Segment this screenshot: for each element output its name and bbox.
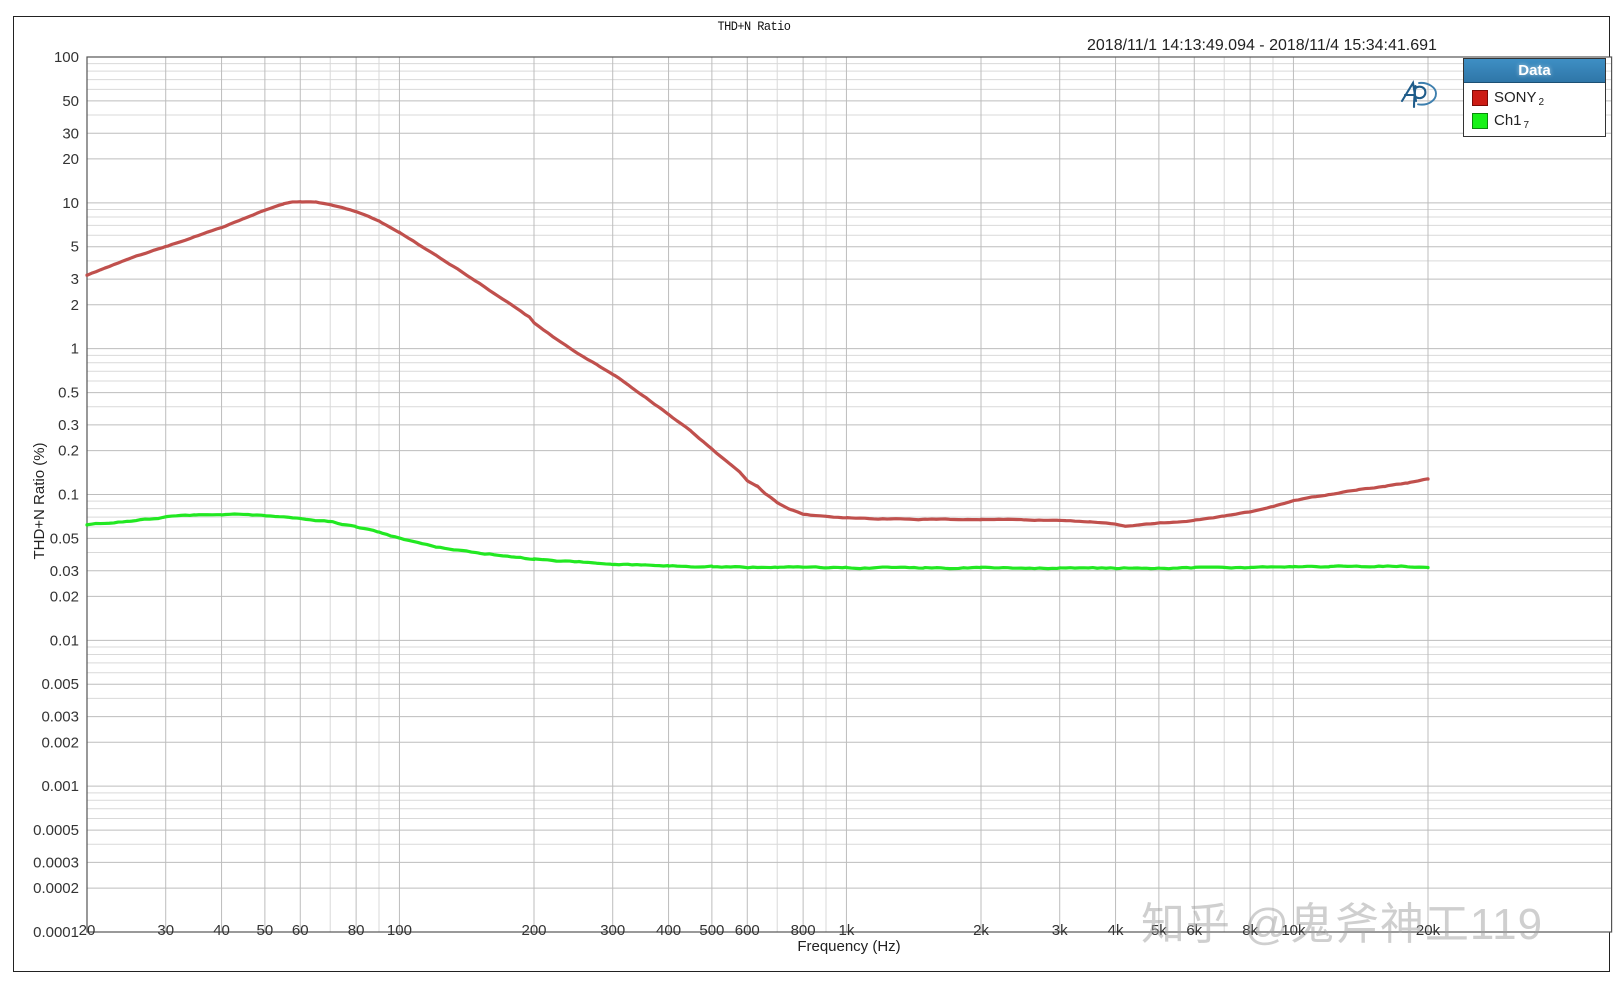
svg-text:200: 200 xyxy=(521,922,546,939)
svg-text:0.001: 0.001 xyxy=(41,778,79,795)
svg-text:1k: 1k xyxy=(839,922,855,939)
svg-text:3k: 3k xyxy=(1052,922,1068,939)
svg-text:0.3: 0.3 xyxy=(58,417,79,434)
svg-text:0.05: 0.05 xyxy=(50,530,79,547)
svg-text:30: 30 xyxy=(157,922,174,939)
svg-text:0.0003: 0.0003 xyxy=(33,854,79,871)
svg-text:0.003: 0.003 xyxy=(41,709,79,726)
svg-text:600: 600 xyxy=(735,922,760,939)
svg-text:3: 3 xyxy=(71,271,79,288)
svg-text:30: 30 xyxy=(62,125,79,142)
svg-text:0.1: 0.1 xyxy=(58,487,79,504)
svg-text:400: 400 xyxy=(656,922,681,939)
svg-text:100: 100 xyxy=(54,49,79,66)
svg-text:2: 2 xyxy=(71,297,79,314)
svg-text:800: 800 xyxy=(791,922,816,939)
svg-text:0.2: 0.2 xyxy=(58,443,79,460)
svg-text:0.01: 0.01 xyxy=(50,632,79,649)
svg-text:40: 40 xyxy=(213,922,230,939)
svg-text:0.002: 0.002 xyxy=(41,734,79,751)
svg-text:0.02: 0.02 xyxy=(50,588,79,605)
svg-text:0.0005: 0.0005 xyxy=(33,822,79,839)
svg-text:0.0001: 0.0001 xyxy=(33,924,79,941)
svg-text:0.005: 0.005 xyxy=(41,676,79,693)
svg-text:100: 100 xyxy=(387,922,412,939)
svg-text:4k: 4k xyxy=(1108,922,1124,939)
svg-text:0.5: 0.5 xyxy=(58,385,79,402)
svg-text:500: 500 xyxy=(699,922,724,939)
svg-text:80: 80 xyxy=(348,922,365,939)
svg-text:20: 20 xyxy=(79,922,96,939)
svg-text:Frequency (Hz): Frequency (Hz) xyxy=(797,938,900,955)
svg-text:50: 50 xyxy=(257,922,274,939)
svg-text:1: 1 xyxy=(71,341,79,358)
svg-text:0.0002: 0.0002 xyxy=(33,880,79,897)
svg-text:THD+N Ratio (%): THD+N Ratio (%) xyxy=(31,442,48,559)
svg-text:300: 300 xyxy=(600,922,625,939)
svg-text:20: 20 xyxy=(62,151,79,168)
svg-text:60: 60 xyxy=(292,922,309,939)
svg-text:0.03: 0.03 xyxy=(50,563,79,580)
svg-text:50: 50 xyxy=(62,93,79,110)
svg-text:5: 5 xyxy=(71,239,79,256)
svg-text:10: 10 xyxy=(62,195,79,212)
svg-text:2k: 2k xyxy=(973,922,989,939)
